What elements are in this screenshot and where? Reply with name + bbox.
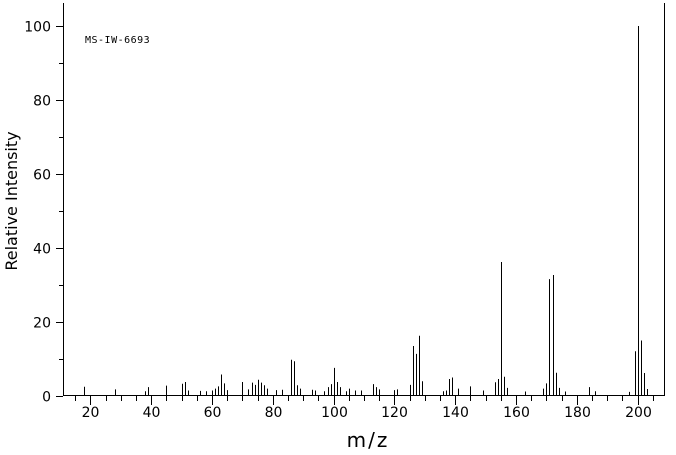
x-tick-label: 80 [265,405,283,421]
y-tick-label: 40 [33,242,51,258]
x-tick-label: 180 [564,405,591,421]
x-tick-label: 140 [442,405,469,421]
x-tick-label: 60 [204,405,222,421]
y-tick-label: 100 [24,20,51,36]
x-axis-title: m/z [347,428,390,452]
y-tick-label: 0 [42,390,51,406]
x-tick-label: 120 [381,405,408,421]
x-tick-label: 100 [321,405,348,421]
x-tick-label: 20 [82,405,100,421]
spectrum-id-label: MS-IW-6693 [85,35,150,46]
y-tick-label: 20 [33,316,51,332]
y-axis-title: Relative Intensity [2,131,21,270]
x-tick-label: 160 [503,405,530,421]
x-tick-label: 40 [143,405,161,421]
y-tick-label: 80 [33,94,51,110]
x-tick-label: 200 [625,405,652,421]
y-tick-label: 60 [33,168,51,184]
